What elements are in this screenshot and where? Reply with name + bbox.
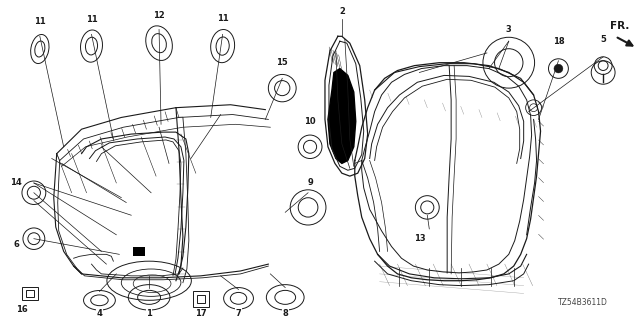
- Text: 17: 17: [195, 308, 207, 317]
- Text: 1: 1: [146, 308, 152, 317]
- Text: 7: 7: [236, 308, 241, 317]
- Text: 4: 4: [97, 308, 102, 317]
- Bar: [26, 290, 34, 297]
- Text: 14: 14: [10, 179, 22, 188]
- Text: 13: 13: [413, 234, 425, 243]
- Text: FR.: FR.: [610, 21, 630, 31]
- Text: TZ54B3611D: TZ54B3611D: [558, 298, 608, 307]
- Bar: [22, 287, 38, 300]
- Bar: [193, 292, 209, 307]
- Text: 6: 6: [13, 240, 19, 249]
- Text: 11: 11: [217, 14, 228, 23]
- Bar: [133, 246, 145, 256]
- Text: 9: 9: [307, 179, 313, 188]
- Text: 10: 10: [304, 117, 316, 126]
- Text: 12: 12: [153, 11, 165, 20]
- Text: 8: 8: [282, 308, 288, 317]
- Text: 16: 16: [16, 305, 28, 314]
- Text: 5: 5: [600, 35, 606, 44]
- Text: 15: 15: [276, 58, 288, 67]
- Polygon shape: [328, 68, 356, 164]
- Text: 18: 18: [552, 37, 564, 46]
- Text: 2: 2: [339, 7, 345, 16]
- Text: 3: 3: [506, 25, 511, 34]
- Bar: [197, 295, 205, 303]
- Text: 11: 11: [34, 17, 45, 26]
- Text: 11: 11: [86, 15, 97, 24]
- Circle shape: [554, 64, 563, 73]
